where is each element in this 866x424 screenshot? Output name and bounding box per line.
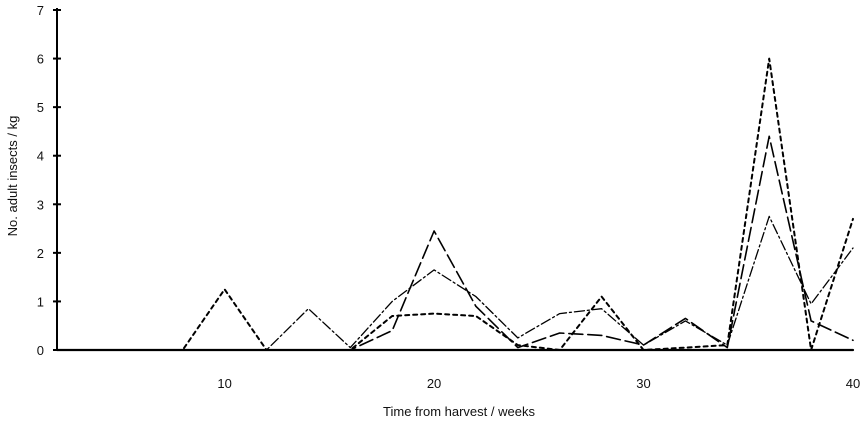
series-line-long-dash [56, 135, 854, 351]
y-tick-label: 2 [37, 246, 44, 261]
x-tick-label: 10 [217, 376, 231, 391]
y-axis-label: No. adult insects / kg [5, 116, 20, 237]
y-tick-label: 6 [37, 52, 44, 67]
y-tick-label: 7 [37, 3, 44, 18]
series-line-dash-dot [56, 215, 854, 351]
y-tick-label: 5 [37, 100, 44, 115]
x-tick-label: 20 [427, 376, 441, 391]
series-line-short-dash [56, 57, 854, 351]
y-tick-label: 3 [37, 197, 44, 212]
axes [56, 8, 853, 351]
x-tick-label: 30 [636, 376, 650, 391]
x-axis-label: Time from harvest / weeks [383, 404, 535, 419]
ticks-layer: 0 1 2 3 4 5 6 7 10 20 30 40 [37, 3, 860, 391]
series-layer [55, 57, 855, 352]
y-tick-label: 1 [37, 294, 44, 309]
y-tick-label: 4 [37, 149, 44, 164]
x-tick-label: 40 [846, 376, 860, 391]
y-tick-label: 0 [37, 343, 44, 358]
